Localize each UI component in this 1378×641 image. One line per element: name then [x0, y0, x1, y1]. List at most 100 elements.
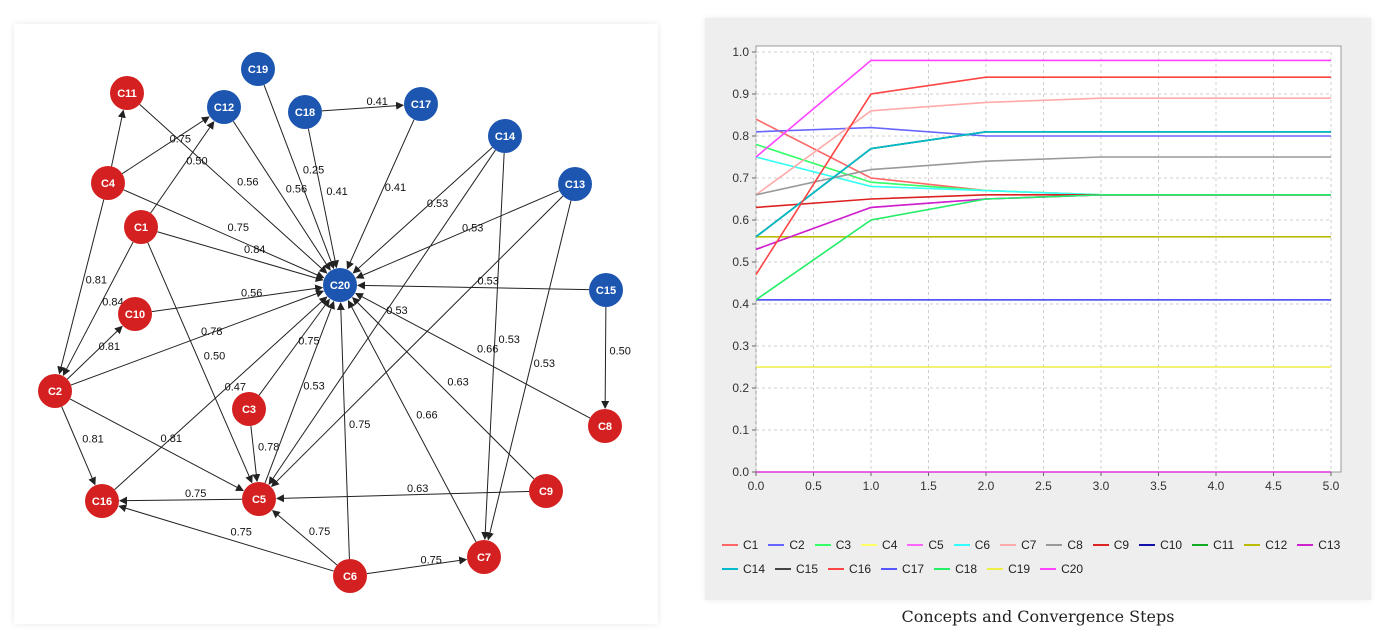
legend-label: C4 — [882, 538, 898, 552]
edge-c16-c20 — [114, 296, 328, 490]
node-circle — [288, 95, 322, 129]
legend-item-c9: C9 — [1092, 538, 1129, 552]
y-tick-label: 0.6 — [732, 213, 749, 227]
series-line-c8 — [755, 156, 1331, 196]
legend-label: C3 — [835, 538, 852, 552]
node-c13[interactable]: C13 — [558, 167, 592, 201]
node-circle — [488, 119, 522, 153]
node-circle — [467, 540, 501, 574]
edge-c3-c20 — [258, 298, 330, 396]
node-label: C11 — [117, 88, 137, 100]
edge-c13-c20 — [355, 190, 560, 279]
edge-weight-label: 0.84 — [244, 244, 265, 256]
node-label: C18 — [295, 107, 315, 119]
node-circle — [589, 273, 623, 307]
legend-swatch — [1040, 568, 1057, 570]
node-c2[interactable]: C2 — [38, 374, 72, 408]
node-c8[interactable]: C8 — [588, 409, 622, 443]
edge-weight-label: 0.78 — [258, 442, 279, 454]
legend-swatch — [768, 544, 785, 546]
node-c18[interactable]: C18 — [288, 95, 322, 129]
edge-c14-c20 — [352, 147, 493, 274]
legend-swatch — [953, 544, 970, 546]
node-c7[interactable]: C7 — [467, 540, 501, 574]
edge-c8-c20 — [355, 292, 591, 419]
node-c10[interactable]: C10 — [118, 297, 152, 331]
node-c19[interactable]: C19 — [241, 52, 275, 86]
edge-label-layer: 0.410.750.500.560.560.250.41 0.410.530.53… — [82, 96, 631, 567]
grid-lines — [755, 51, 1332, 473]
edge-c2-c10 — [66, 325, 123, 380]
node-c1[interactable]: C1 — [124, 210, 158, 244]
edge-weight-label: 0.78 — [201, 326, 222, 338]
legend-label: C20 — [1061, 562, 1084, 576]
edge-weight-label: 0.56 — [241, 288, 262, 300]
y-tick-label: 0.9 — [732, 87, 749, 101]
x-tick-label: 4.0 — [1208, 479, 1225, 493]
edge-weight-label: 0.53 — [477, 276, 498, 288]
legend-swatch — [907, 544, 924, 546]
y-tick-label: 1.0 — [732, 45, 749, 59]
y-tick-label: 0.3 — [732, 339, 749, 353]
edge-c4-c12 — [121, 116, 210, 175]
node-c12[interactable]: C12 — [207, 90, 241, 124]
node-circle — [241, 52, 275, 86]
edge-weight-label: 0.50 — [204, 351, 225, 363]
node-label: C6 — [343, 571, 357, 583]
y-tick-label: 0.2 — [732, 381, 749, 395]
legend-swatch — [1139, 544, 1156, 546]
node-c16[interactable]: C16 — [85, 484, 119, 518]
node-c20[interactable]: C20 — [323, 268, 357, 302]
x-tick-label: 0.5 — [805, 479, 822, 493]
edge-weight-label: 0.25 — [303, 165, 324, 177]
y-tick-label: 0.4 — [732, 297, 749, 311]
node-circle — [242, 482, 276, 516]
node-c15[interactable]: C15 — [589, 273, 623, 307]
node-c9[interactable]: C9 — [529, 474, 563, 508]
legend-item-c14: C14 — [722, 562, 765, 576]
x-tick-label: 1.0 — [863, 479, 880, 493]
convergence-chart-panel: 0.0 0.1 0.2 0.3 0.4 0.5 0.6 0.7 0.8 0.9 1.0 0.0 0.5 1… — [705, 18, 1371, 600]
edge-weight-label: 0.53 — [303, 380, 324, 392]
legend-label: C11 — [1213, 538, 1235, 552]
node-c14[interactable]: C14 — [488, 119, 522, 153]
edge-c6-c20 — [336, 301, 350, 560]
edge-c1-c5 — [147, 242, 253, 484]
legend-item-c17: C17 — [881, 562, 924, 576]
node-circle — [38, 374, 72, 408]
edge-weight-label: 0.53 — [462, 222, 483, 234]
edge-c2-c5 — [69, 398, 244, 492]
node-c6[interactable]: C6 — [333, 559, 367, 593]
legend-swatch — [1244, 544, 1261, 546]
y-tick-label: 0.5 — [732, 255, 749, 269]
legend-label: C1 — [743, 538, 759, 552]
edge-c1-c2 — [62, 241, 134, 376]
legend-item-c3: C3 — [814, 538, 852, 552]
edge-c5-c16 — [118, 496, 243, 505]
edge-c9-c20 — [352, 297, 535, 480]
series-line-c14 — [755, 131, 1331, 238]
series-layer — [755, 59, 1331, 368]
legend-label: C15 — [796, 562, 819, 576]
node-circle — [118, 297, 152, 331]
node-c11[interactable]: C11 — [110, 76, 144, 110]
legend-swatch — [722, 568, 738, 570]
legend-swatch — [881, 568, 898, 570]
node-label: C20 — [330, 280, 350, 292]
legend-swatch — [775, 568, 792, 570]
concept-map-panel: 0.41 0.75 0.50 0.56 0.56 0.25 0.41 0.41 0.53 0.53… — [14, 24, 658, 624]
legend-item-c2: C2 — [768, 538, 805, 552]
node-c3[interactable]: C3 — [232, 392, 266, 426]
edge-weight-label: 0.75 — [228, 222, 249, 234]
legend-swatch — [1000, 544, 1017, 546]
edge-c4-c2 — [57, 199, 105, 375]
legend-item-c15: C15 — [775, 562, 818, 576]
node-c5[interactable]: C5 — [242, 482, 276, 516]
edge-weight-label: 0.81 — [82, 434, 103, 446]
edge-c15-c8 — [601, 306, 610, 410]
node-c17[interactable]: C17 — [404, 87, 438, 121]
edge-c13-c7 — [486, 200, 572, 541]
node-c4[interactable]: C4 — [91, 166, 125, 200]
legend-item-c1: C1 — [722, 538, 758, 552]
edge-weight-label: 0.75 — [298, 335, 319, 347]
